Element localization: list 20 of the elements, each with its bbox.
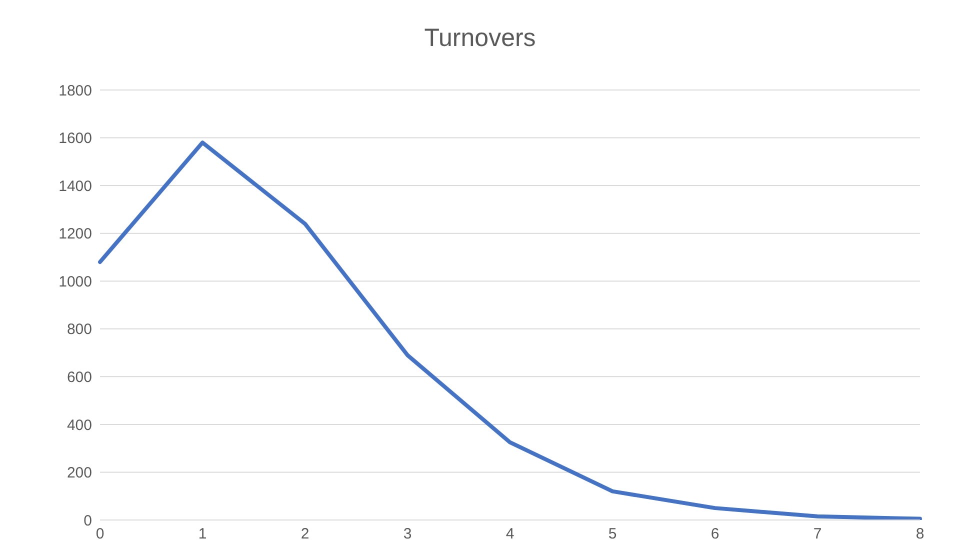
line-series <box>98 140 922 520</box>
y-tick-label: 1400 <box>58 178 92 195</box>
x-tick-label: 0 <box>96 526 104 540</box>
y-tick-label: 1000 <box>58 273 92 290</box>
y-tick-label: 400 <box>66 416 92 434</box>
x-tick-label: 4 <box>506 526 514 540</box>
x-tick-label: 6 <box>710 526 720 540</box>
chart-title: Turnovers <box>423 24 537 53</box>
x-tick-label: 1 <box>198 526 207 540</box>
x-tick-label: 3 <box>403 526 412 540</box>
y-tick-label: 800 <box>66 321 92 338</box>
x-tick-label: 5 <box>608 526 617 540</box>
y-tick-label: 1600 <box>58 130 92 148</box>
x-tick-label: 7 <box>813 526 822 540</box>
y-tick-label: 200 <box>66 464 92 482</box>
y-tick-label: 600 <box>66 368 92 386</box>
x-tick-label: 2 <box>300 526 310 540</box>
x-tick-label: 8 <box>916 526 924 540</box>
y-tick-label: 1200 <box>58 226 92 243</box>
y-tick-label: 1800 <box>58 82 92 100</box>
